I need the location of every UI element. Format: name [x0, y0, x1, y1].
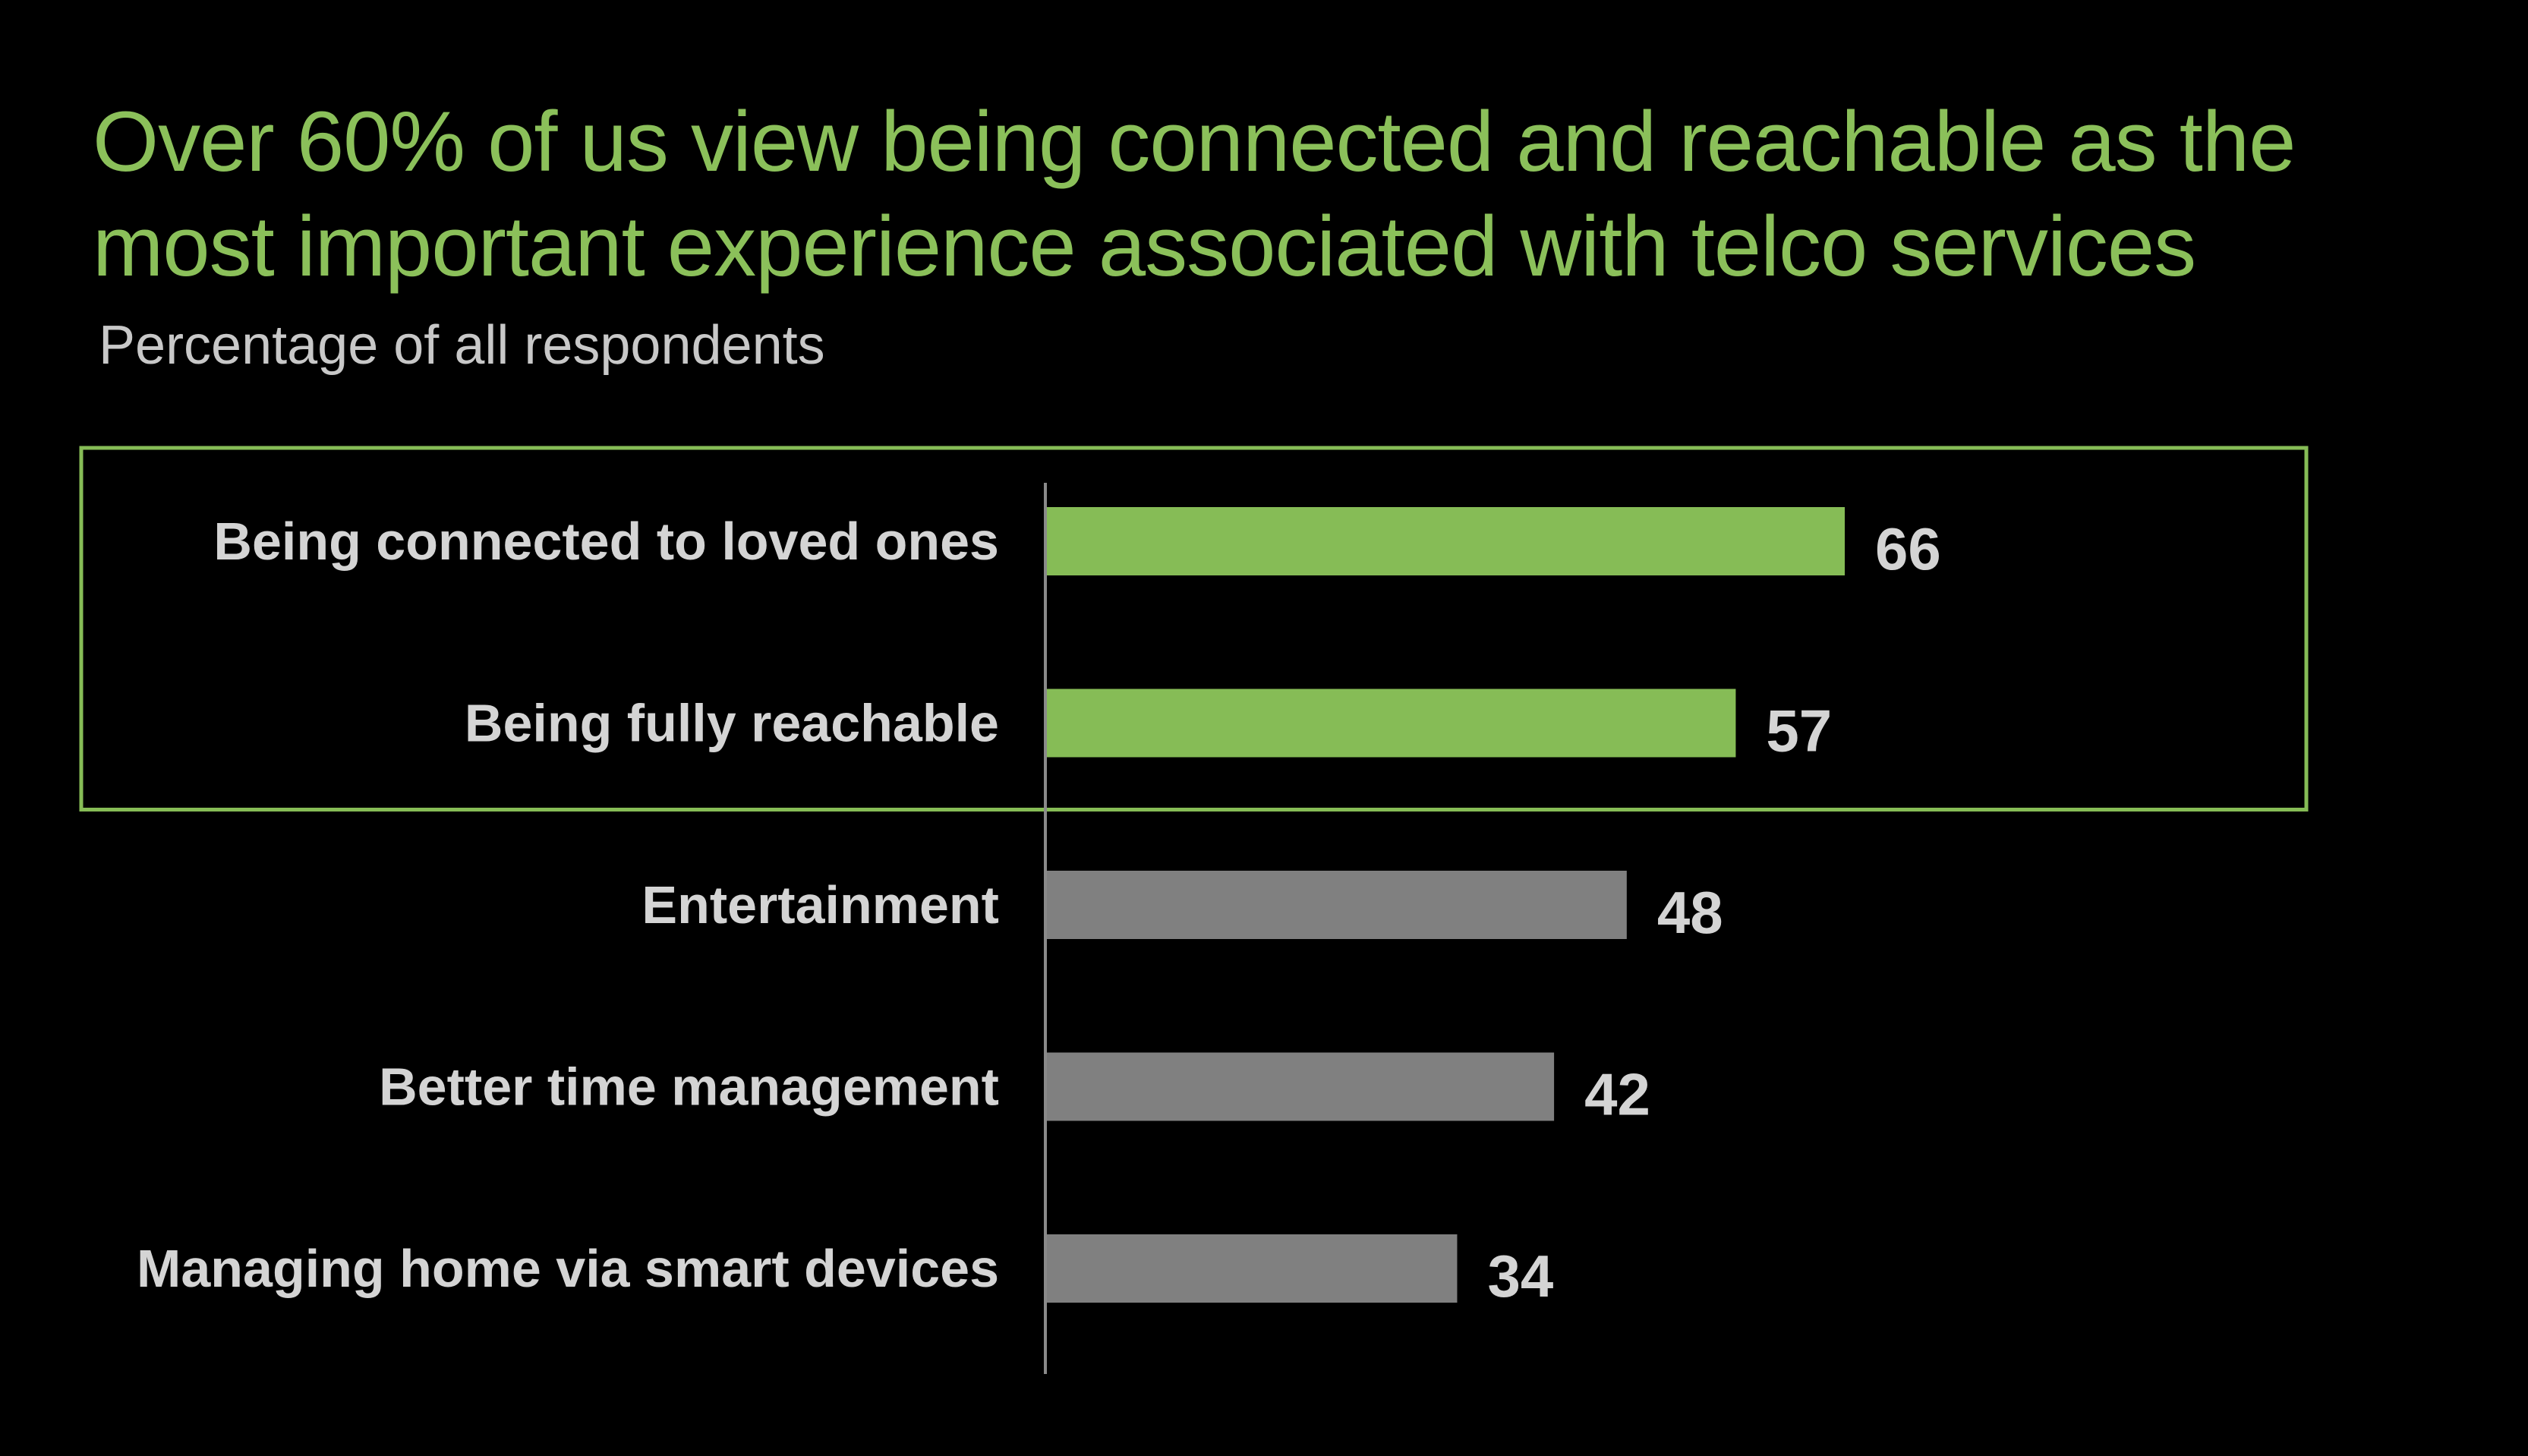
bar-better-time-management	[1045, 1052, 1555, 1121]
bar-being-fully-reachable	[1045, 689, 1736, 758]
category-label: Being connected to loved ones	[213, 512, 999, 571]
value-label: 57	[1766, 698, 1832, 764]
bar-managing-home-via-smart-devices	[1045, 1234, 1458, 1303]
value-label: 66	[1875, 515, 1941, 582]
category-label: Entertainment	[641, 875, 999, 934]
value-label: 34	[1487, 1243, 1553, 1309]
value-label: 48	[1657, 879, 1723, 946]
highlight-frame	[79, 446, 2309, 812]
bar-being-connected-to-loved-ones	[1045, 507, 1845, 575]
chart-title: Over 60% of us view being connected and …	[93, 94, 2296, 294]
value-label: 42	[1584, 1061, 1650, 1128]
labels-group: Being connected to loved ones 66 Being ful…	[137, 512, 1941, 1309]
bars-group	[1045, 507, 1845, 1303]
bar-entertainment	[1045, 871, 1627, 939]
chart-subtitle: Percentage of all respondents	[99, 315, 825, 376]
category-label: Being fully reachable	[465, 694, 999, 753]
category-label: Better time management	[379, 1057, 999, 1117]
category-label: Managing home via smart devices	[137, 1239, 999, 1298]
